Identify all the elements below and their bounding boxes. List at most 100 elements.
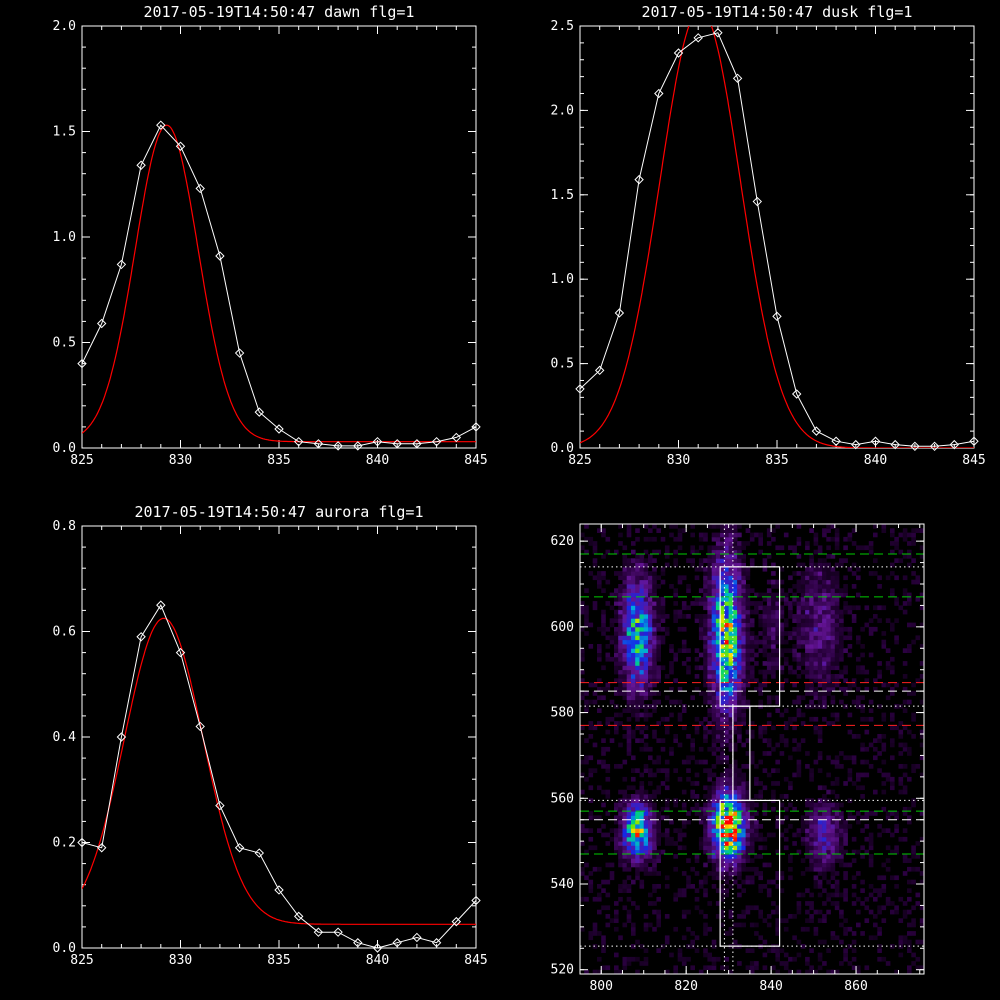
heatmap-cell — [822, 622, 827, 628]
dusk-data-point — [752, 196, 763, 207]
heatmap-cell — [711, 554, 717, 559]
heatmap-cell — [830, 845, 836, 851]
heatmap-cell — [703, 768, 708, 773]
dusk-data-point — [693, 33, 703, 43]
heatmap-cell — [898, 789, 904, 795]
heatmap-cell — [737, 532, 742, 538]
heatmap-cell — [724, 712, 729, 718]
heatmap-cell — [745, 682, 751, 688]
heatmap-cell — [664, 554, 670, 559]
heatmap-cell — [631, 699, 636, 705]
heatmap-cell — [660, 579, 666, 585]
heatmap-cell — [720, 644, 725, 649]
heatmap-cell — [652, 669, 657, 675]
heatmap-cell — [809, 914, 814, 919]
heatmap-cell — [715, 622, 721, 628]
heatmap-cell — [826, 832, 831, 838]
heatmap-cell — [741, 922, 746, 928]
heatmap-cell — [830, 824, 836, 829]
heatmap-cell — [779, 592, 785, 598]
heatmap-cell — [715, 635, 721, 641]
heatmap-cell — [694, 716, 700, 722]
heatmap-cell — [843, 635, 848, 641]
heatmap-cell — [694, 665, 700, 671]
image-ytick-label: 620 — [551, 534, 574, 549]
heatmap-cell — [766, 832, 772, 838]
heatmap-cell — [822, 596, 827, 602]
heatmap-cell — [631, 815, 636, 821]
heatmap-cell — [724, 699, 729, 705]
heatmap-cell — [822, 635, 827, 641]
heatmap-cell — [907, 746, 912, 752]
heatmap-cell — [749, 734, 755, 739]
heatmap-cell — [805, 828, 810, 833]
heatmap-cell — [614, 952, 619, 958]
heatmap-cell — [711, 806, 717, 812]
heatmap-cell — [737, 862, 742, 868]
heatmap-cell — [796, 828, 802, 833]
heatmap-cell — [605, 716, 611, 722]
heatmap-cell — [813, 678, 819, 683]
heatmap-cell — [737, 699, 742, 705]
heatmap-cell — [673, 618, 678, 623]
heatmap-cell — [694, 794, 700, 799]
heatmap-cell — [703, 622, 708, 628]
heatmap-cell — [622, 639, 628, 645]
heatmap-cell — [864, 686, 870, 692]
heatmap-cell — [737, 678, 742, 683]
heatmap-cell — [762, 596, 768, 602]
heatmap-cell — [783, 592, 789, 598]
heatmap-cell — [881, 918, 887, 923]
heatmap-cell — [728, 836, 734, 842]
heatmap-cell — [664, 776, 670, 782]
heatmap-cell — [686, 811, 691, 816]
heatmap-cell — [622, 545, 628, 551]
heatmap-cell — [720, 532, 725, 538]
heatmap-cell — [898, 549, 904, 555]
heatmap-cell — [902, 592, 908, 598]
heatmap-cell — [851, 571, 857, 576]
heatmap-cell — [881, 712, 887, 718]
heatmap-cell — [639, 631, 645, 636]
heatmap-cell — [703, 626, 708, 632]
heatmap-cell — [822, 562, 827, 568]
heatmap-cell — [771, 626, 776, 632]
heatmap-cell — [601, 618, 606, 623]
heatmap-cell — [890, 622, 895, 628]
heatmap-cell — [800, 639, 806, 645]
heatmap-cell — [839, 614, 844, 619]
heatmap-cell — [826, 601, 831, 606]
heatmap-cell — [707, 661, 712, 666]
heatmap-cell — [809, 819, 814, 825]
heatmap-cell — [652, 759, 657, 765]
heatmap-cell — [915, 764, 921, 769]
heatmap-cell — [796, 618, 802, 623]
heatmap-cell — [652, 682, 657, 688]
heatmap-cell — [724, 841, 729, 846]
heatmap-cell — [745, 648, 751, 653]
image-xtick-label: 840 — [759, 979, 782, 994]
heatmap-cell — [720, 729, 725, 735]
heatmap-cell — [822, 854, 827, 859]
heatmap-cell — [631, 695, 636, 701]
heatmap-cell — [796, 764, 802, 769]
heatmap-cell — [890, 781, 895, 786]
heatmap-cell — [749, 644, 755, 649]
heatmap-cell — [809, 866, 814, 872]
heatmap-cell — [839, 764, 844, 769]
heatmap-cell — [622, 858, 628, 863]
heatmap-cell — [580, 605, 585, 611]
heatmap-cell — [711, 965, 717, 971]
heatmap-cell — [839, 862, 844, 868]
heatmap-cell — [826, 836, 831, 842]
heatmap-cell — [580, 828, 585, 833]
heatmap-cell — [813, 562, 819, 568]
heatmap-cell — [847, 961, 853, 966]
heatmap-cell — [724, 579, 729, 585]
heatmap-cell — [724, 554, 729, 559]
heatmap-cell — [592, 558, 598, 563]
heatmap-cell — [911, 961, 916, 966]
heatmap-cell — [622, 802, 628, 808]
heatmap-cell — [707, 592, 712, 598]
heatmap-cell — [626, 862, 632, 868]
